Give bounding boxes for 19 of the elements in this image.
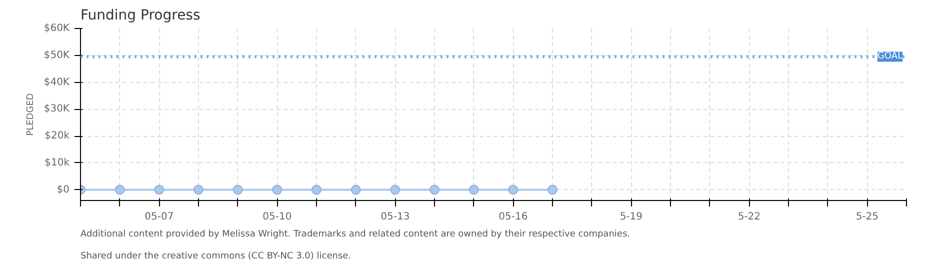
y-tick-label: $50K xyxy=(44,50,70,61)
y-tick-label: $10k xyxy=(44,157,70,168)
x-tick-label: 05-10 xyxy=(262,212,292,222)
y-tick-label: $40K xyxy=(44,76,70,88)
x-tick-label: 05-07 xyxy=(144,212,174,222)
y-tick-label: $0 xyxy=(56,184,70,196)
y-tick-label: $30K xyxy=(44,104,70,115)
y-tick-label: $60K xyxy=(44,23,70,34)
y-tick-label: $20k xyxy=(44,130,70,142)
y-axis-title: PLEDGED xyxy=(26,93,36,136)
x-tick-label: 05-13 xyxy=(380,212,410,222)
text: Additional content provided by Melissa Wright. Trademarks and related content are owned by their respective companies. xyxy=(80,230,630,240)
x-tick-label: 05-16 xyxy=(498,212,528,222)
chart-title: Funding Progress xyxy=(80,8,200,24)
text: Shared under the creative commons (CC BY-NC 3.0) license. xyxy=(80,252,352,262)
x-tick-label: 5-22 xyxy=(738,212,761,222)
x-tick-label: 5-19 xyxy=(620,212,643,222)
x-tick-label: 5-25 xyxy=(856,212,879,222)
ref-line-label: GOAL xyxy=(877,52,903,62)
